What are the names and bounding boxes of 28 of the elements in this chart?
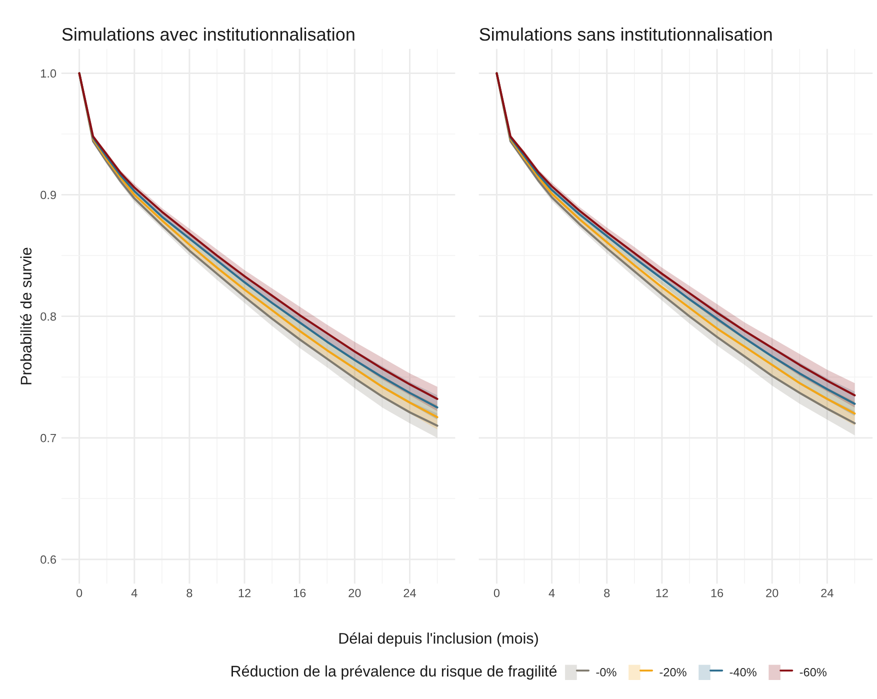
chart-title: Simulations avec institutionnalisation: [62, 28, 354, 41]
x-tick-label: 4: [131, 588, 138, 598]
y-tick-label: 0.8: [40, 312, 56, 321]
x-axis-title: Délai depuis l'inclusion (mois): [339, 632, 538, 647]
legend-label: -20%: [660, 668, 686, 676]
legend-title: Réduction de la prévalence du risque de fragilité: [232, 665, 557, 680]
x-tick-label: 0: [76, 588, 82, 598]
x-tick-label: 20: [766, 588, 778, 598]
legend-label: -40%: [730, 668, 756, 676]
legend-label: -0%: [596, 668, 616, 676]
x-tick-label: 24: [821, 588, 834, 598]
x-tick-label: 16: [294, 588, 306, 598]
x-tick-label: 20: [348, 588, 361, 598]
y-tick-label: 0.6: [40, 555, 56, 564]
y-tick-label: 1.0: [41, 69, 56, 78]
chart-title: Simulations sans institutionnalisation: [480, 28, 772, 41]
y-tick-label: 0.9: [40, 190, 56, 200]
y-tick-label: 0.7: [40, 434, 56, 442]
x-tick-label: 8: [186, 588, 192, 598]
x-tick-label: 12: [238, 588, 250, 598]
x-tick-label: 16: [711, 588, 724, 598]
x-tick-label: 0: [494, 588, 500, 598]
legend-label: -60%: [800, 668, 826, 676]
y-axis-title: Probabilité de survie: [20, 248, 32, 384]
x-tick-label: 24: [404, 588, 416, 598]
x-tick-label: 8: [604, 588, 610, 598]
x-tick-label: 4: [548, 588, 555, 598]
x-tick-label: 12: [656, 588, 668, 598]
